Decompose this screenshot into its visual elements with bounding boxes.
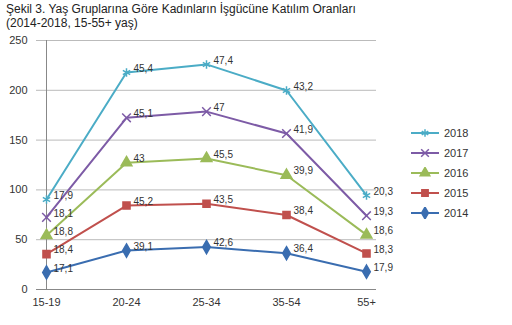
svg-text:18,6: 18,6 (374, 225, 394, 236)
svg-text:200: 200 (9, 84, 27, 96)
svg-text:18,1: 18,1 (54, 208, 74, 219)
svg-text:17,9: 17,9 (374, 262, 394, 273)
html-text:2014: 2014 (444, 206, 469, 219)
svg-text:41,9: 41,9 (294, 124, 314, 135)
svg-text:45,2: 45,2 (134, 196, 154, 207)
svg-text:43: 43 (134, 153, 146, 164)
svg-text:42,6: 42,6 (214, 237, 234, 248)
svg-text:45,1: 45,1 (134, 108, 154, 119)
svg-text:15-19: 15-19 (32, 296, 60, 308)
html-text:2015: 2015 (444, 186, 469, 199)
svg-text:17,9: 17,9 (54, 190, 74, 201)
svg-text:18,3: 18,3 (374, 244, 394, 255)
svg-text:39,1: 39,1 (134, 241, 154, 252)
svg-text:55+: 55+ (357, 296, 376, 308)
svg-text:50: 50 (15, 233, 27, 245)
svg-text:150: 150 (9, 134, 27, 146)
svg-text:47: 47 (214, 102, 226, 113)
svg-text:43,5: 43,5 (214, 194, 234, 205)
svg-text:43,2: 43,2 (294, 81, 314, 92)
svg-text:250: 250 (9, 34, 27, 46)
svg-text:45,5: 45,5 (214, 149, 234, 160)
svg-text:100: 100 (9, 183, 27, 195)
html-text:(2014-2018, 15-55+ yaş): (2014-2018, 15-55+ yaş) (6, 16, 138, 30)
svg-text:45,4: 45,4 (134, 63, 154, 74)
html-text:2016: 2016 (444, 166, 469, 179)
svg-text:20-24: 20-24 (112, 296, 140, 308)
svg-text:18,8: 18,8 (54, 226, 74, 237)
svg-text:25-34: 25-34 (192, 296, 220, 308)
svg-text:47,4: 47,4 (214, 55, 234, 66)
svg-text:20,3: 20,3 (374, 186, 394, 197)
svg-text:36,4: 36,4 (294, 243, 314, 254)
html-text:2017: 2017 (444, 146, 469, 159)
svg-text:35-54: 35-54 (272, 296, 300, 308)
html-text:Şekil 3. Yaş Gruplarına Göre K: Şekil 3. Yaş Gruplarına Göre Kadınların … (6, 2, 356, 16)
svg-text:39,9: 39,9 (294, 165, 314, 176)
svg-text:38,4: 38,4 (294, 205, 314, 216)
svg-text:19,3: 19,3 (374, 206, 394, 217)
svg-text:0: 0 (21, 283, 27, 295)
svg-text:18,4: 18,4 (54, 244, 74, 255)
svg-text:17,1: 17,1 (54, 263, 74, 274)
html-text:2018: 2018 (444, 126, 469, 139)
